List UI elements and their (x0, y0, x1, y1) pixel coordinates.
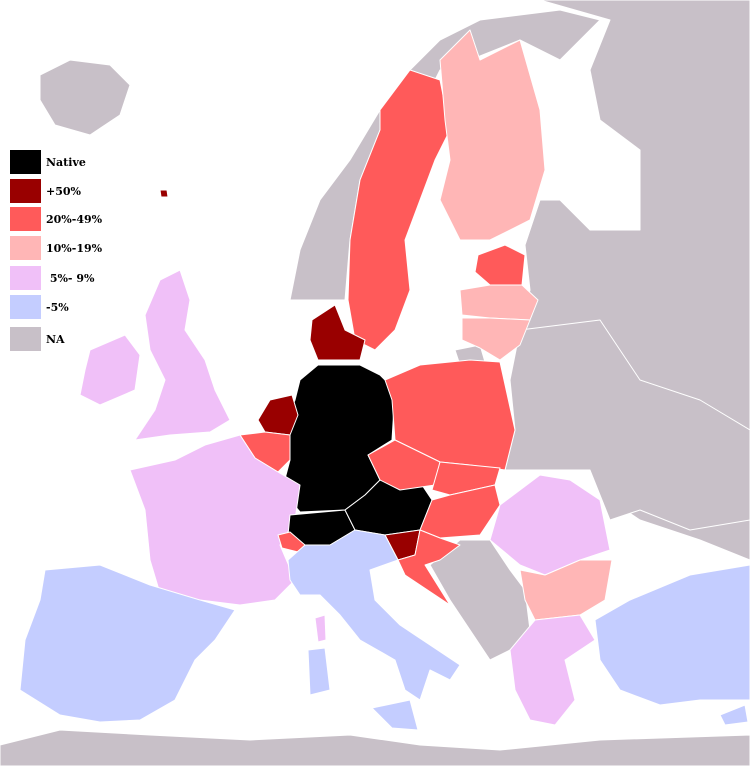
region-iceland (39, 59, 131, 136)
legend-item-5-9: 5%- 9% (10, 266, 94, 290)
legend-item-10-19: 10%-19% (10, 236, 102, 260)
legend-item-na: NA (10, 327, 65, 351)
region-croatia (397, 529, 461, 606)
legend-swatch (10, 179, 41, 203)
region-italy (287, 529, 461, 701)
legend-swatch (10, 266, 41, 290)
legend-label: +50% (46, 184, 81, 198)
region-great-britain (134, 269, 231, 441)
region-sardinia (307, 647, 331, 696)
region-bulgaria (519, 559, 613, 621)
region-latvia (459, 284, 539, 321)
region-estonia (474, 244, 526, 286)
legend-item-plus50: +50% (10, 179, 81, 203)
region-africa (0, 729, 750, 766)
region-turkey (594, 564, 750, 706)
region-greece (509, 614, 596, 726)
legend-label: -5% (46, 300, 69, 314)
legend-swatch (10, 236, 41, 260)
legend-swatch (10, 295, 41, 319)
legend-swatch (10, 150, 41, 174)
region-cyprus (719, 704, 749, 726)
region-finland (439, 29, 546, 241)
legend-swatch (10, 207, 41, 231)
legend-swatch (10, 327, 41, 351)
legend-label: NA (46, 332, 65, 346)
legend-label: Native (46, 155, 86, 169)
legend-item-native: Native (10, 150, 86, 174)
region-poland (384, 359, 516, 471)
legend-item-minus5: -5% (10, 295, 69, 319)
region-netherlands (257, 394, 299, 436)
region-lithuania (461, 317, 531, 361)
region-sweden (347, 69, 451, 351)
legend-label: 5%- 9% (46, 271, 95, 285)
legend-label: 20%-49% (46, 212, 103, 226)
region-corsica (314, 614, 327, 643)
region-iberia (19, 564, 236, 723)
region-ireland (79, 334, 141, 406)
legend-item-20-49: 20%-49% (10, 207, 102, 231)
legend-label: 10%-19% (46, 241, 103, 255)
region-romania (489, 474, 611, 576)
region-faroe (159, 189, 169, 198)
region-hungary (419, 484, 501, 539)
region-sicily (371, 699, 419, 731)
region-denmark (309, 304, 366, 361)
